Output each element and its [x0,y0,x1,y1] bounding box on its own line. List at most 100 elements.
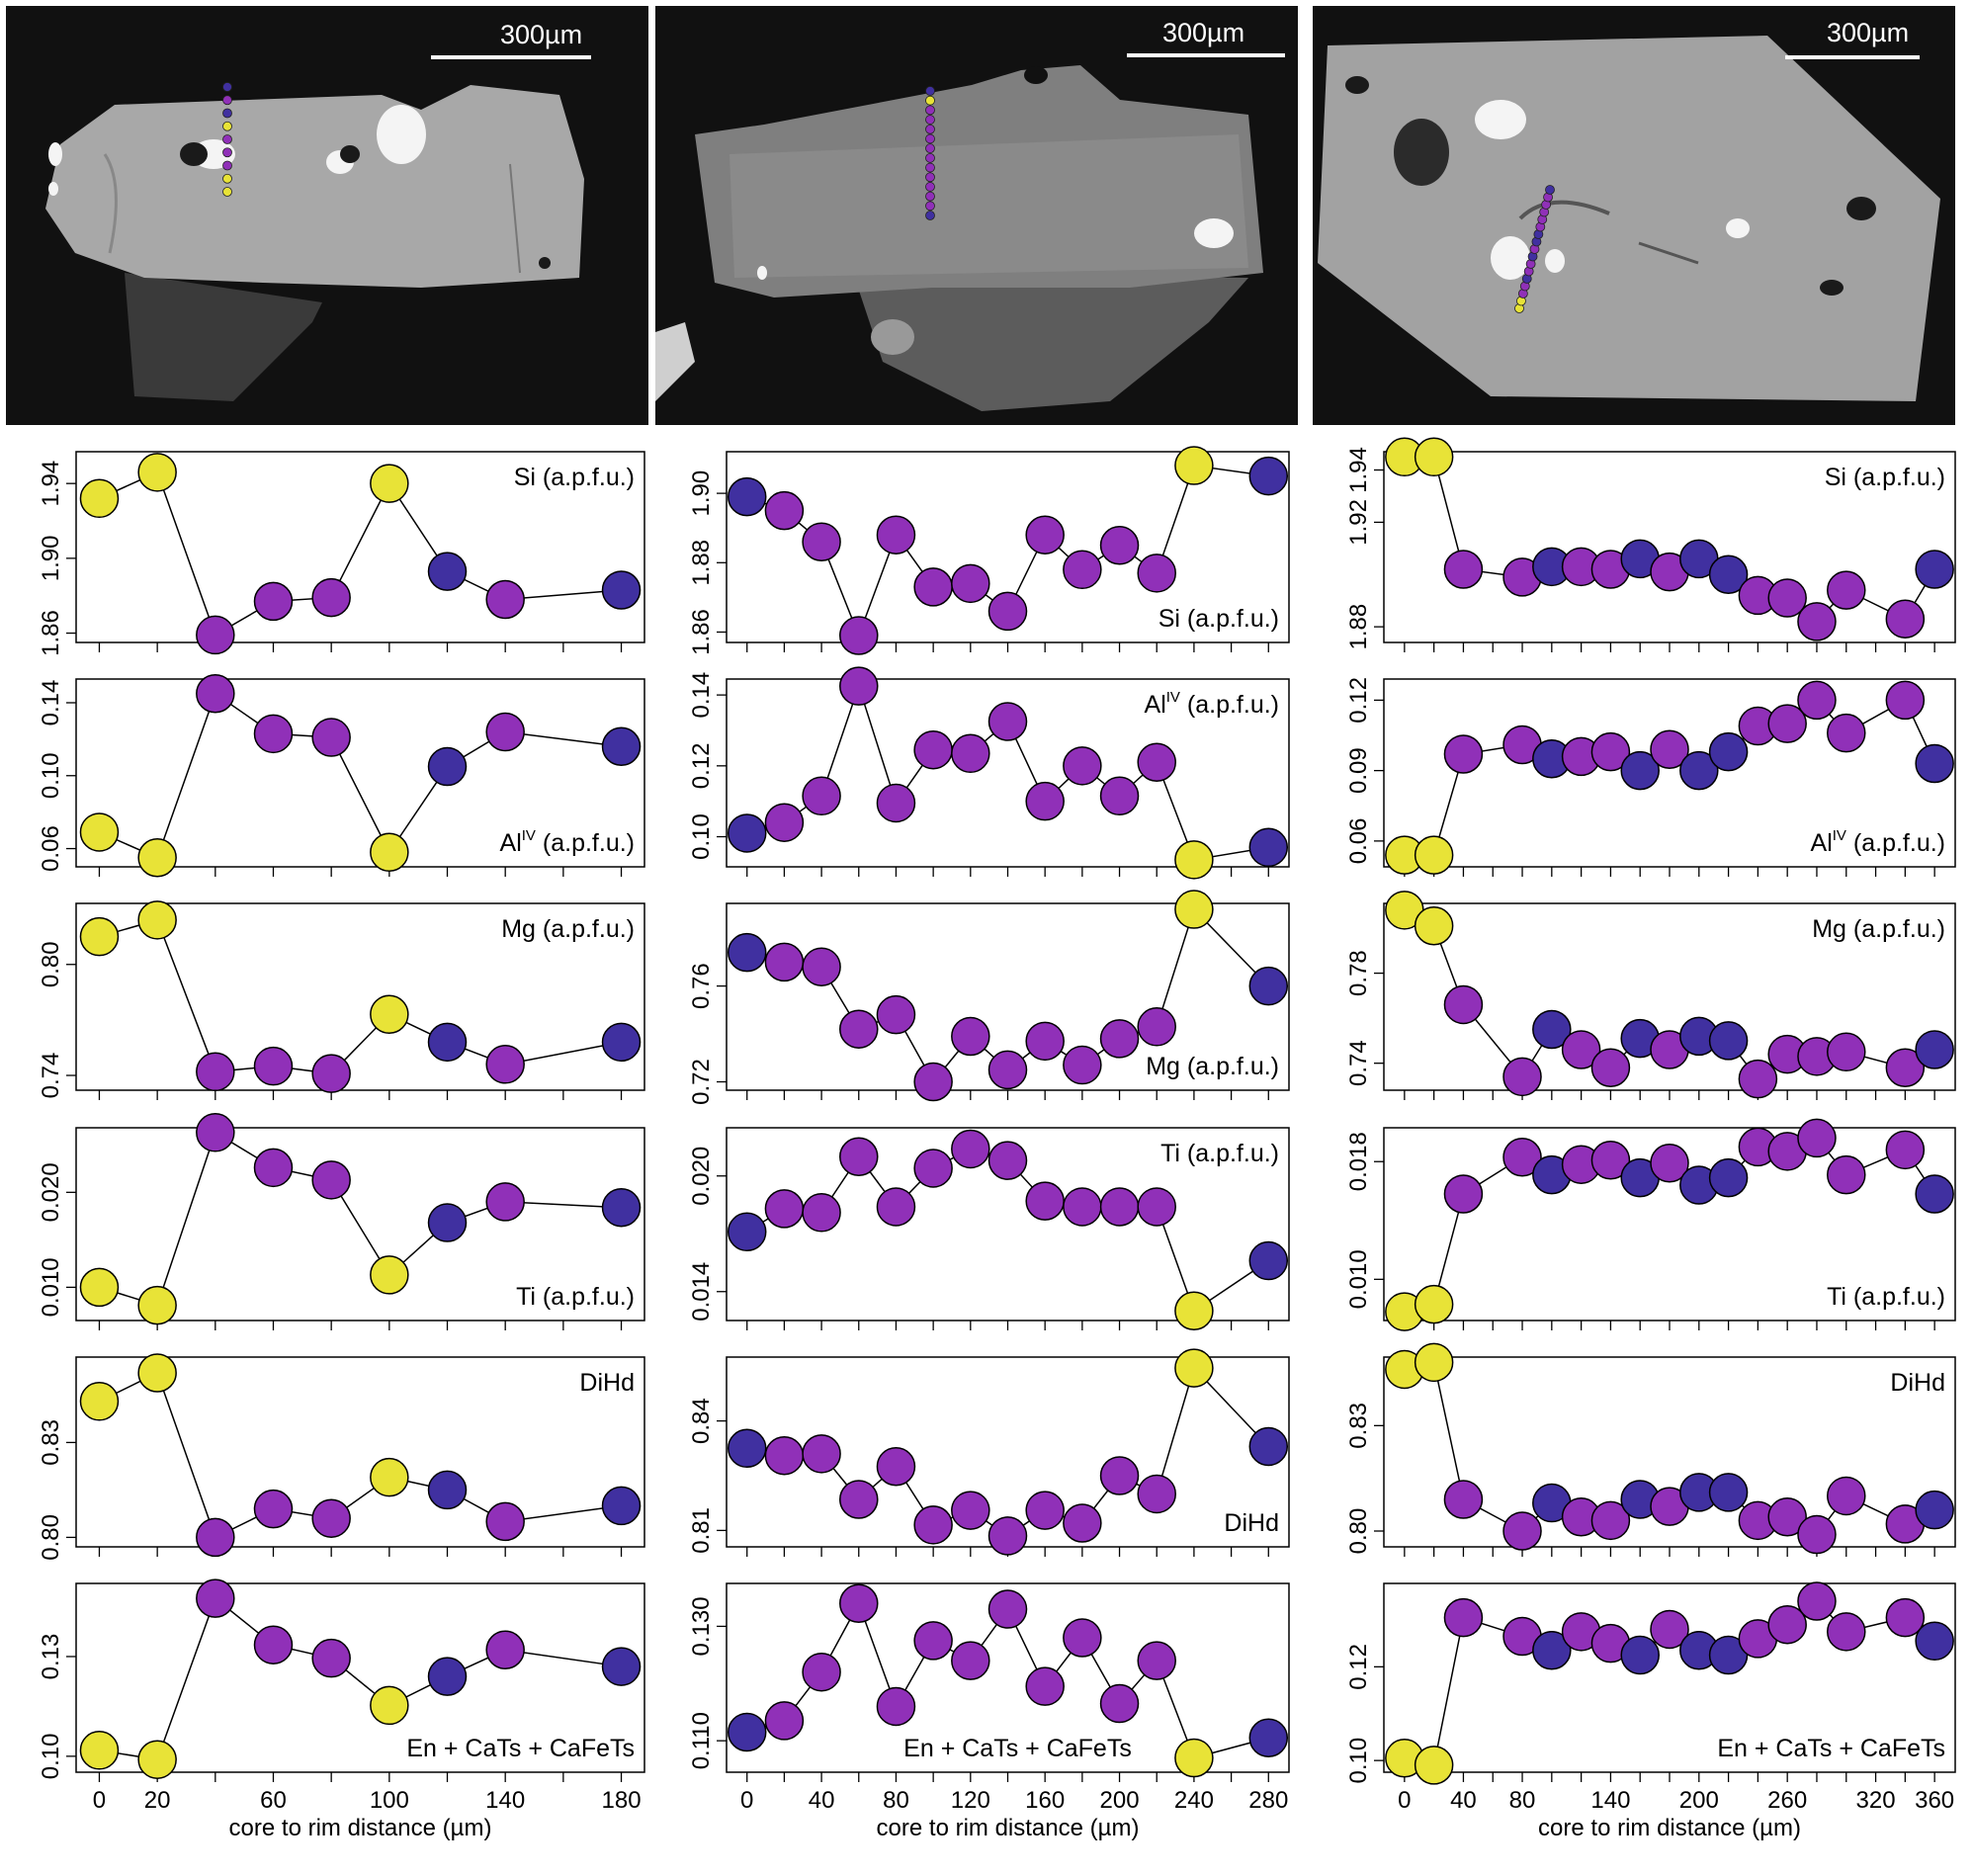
data-point [839,1480,879,1519]
plot-frame [75,1356,645,1548]
data-point [1620,750,1660,791]
data-point [311,577,351,618]
data-point [1708,1473,1749,1512]
data-point [1532,1631,1572,1670]
data-point [987,591,1028,632]
data-point [370,1685,409,1726]
data-point [253,1148,294,1188]
data-point [1797,1118,1837,1158]
y-tick-label: 0.78 [1345,950,1372,996]
data-point [951,733,990,774]
data-point [196,1578,235,1618]
panel-label: DiHd [1890,1369,1945,1397]
panel-label: AlIV (a.p.f.u.) [1145,689,1279,719]
panel-label: DiHd [579,1369,635,1397]
x-tick-label: 0 [93,1787,106,1814]
plot-frame [75,1127,645,1322]
transect-spot [925,124,935,134]
data-point [764,1701,805,1741]
y-tick-label: 0.74 [38,1053,64,1099]
data-point [1099,525,1140,565]
y-tick-label: 1.94 [38,461,64,507]
data-point [427,1657,468,1696]
data-point [839,1583,879,1624]
data-point [427,1022,468,1063]
chart-panel: 0.80 0.83 DiHd [1345,1342,1956,1557]
x-tick-label: 200 [1100,1787,1140,1814]
crystal-3-transect [1514,185,1555,313]
chart-panel: 0.110 0.130 En + CaTs + CaFeTs 0 40 80 120 160 2… [688,1582,1290,1841]
panel-label: Ti (a.p.f.u.) [1827,1283,1945,1311]
panel-label: Mg (a.p.f.u.) [501,915,635,943]
data-point [137,453,177,492]
data-point [196,615,235,655]
data-point [1885,1597,1926,1638]
x-tick-label: 360 [1915,1787,1954,1814]
chart-panel: 1.86 1.88 1.90 Si (a.p.f.u.) [688,446,1290,655]
data-point [1915,1490,1954,1530]
y-tick-label: 0.10 [688,813,715,860]
chart-panel: 0.010 0.018 Ti (a.p.f.u.) [1345,1118,1956,1331]
data-point [601,1486,642,1526]
crystal-1-drawing [45,82,584,401]
data-point [1414,1284,1454,1324]
x-tick-label: 0 [1398,1787,1411,1814]
data-point [1532,1009,1572,1050]
transect-spot [222,95,232,106]
y-tick-label: 0.13 [38,1634,64,1680]
chart-panel: 0.81 0.84 DiHd [688,1348,1290,1557]
data-point [951,1016,990,1057]
data-point [1248,966,1289,1006]
data-point [1827,1612,1866,1652]
data-point [79,1267,120,1308]
data-point [1679,750,1719,791]
transect-spot [1545,185,1555,195]
transect-spot [925,95,935,106]
y-tick-label: 1.86 [38,610,64,656]
y-tick-label: 1.92 [1345,499,1372,546]
data-point [913,729,953,770]
data-point [137,1353,177,1393]
data-point [311,1160,351,1200]
data-point [1502,1511,1542,1551]
y-tick-label: 0.14 [688,672,715,719]
data-point [1174,1738,1214,1778]
data-point [1099,1187,1140,1227]
x-tick-label: 40 [809,1787,835,1814]
data-point [1502,1057,1542,1097]
data-point [1248,1426,1289,1467]
panel-label: Ti (a.p.f.u.) [1160,1140,1279,1167]
y-tick-label: 0.010 [1345,1249,1372,1309]
data-point [1827,1032,1866,1072]
data-point [1885,1048,1926,1087]
x-tick-label: 140 [485,1787,525,1814]
chart-panel: 0.10 0.13 En + CaTs + CaFeTs 0 20 60 100 140 180… [38,1578,645,1841]
transect-spot [925,162,935,173]
x-axis-label: core to rim distance (µm) [877,1815,1140,1841]
data-point [1248,456,1289,496]
transect-spot [925,191,935,202]
data-point [1137,1474,1176,1514]
data-point [727,932,767,973]
x-tick-label: 140 [1590,1787,1630,1814]
y-tick-label: 0.84 [688,1398,715,1444]
chart-panel: 0.010 0.020 Ti (a.p.f.u.) [38,1113,645,1330]
data-point [253,1489,294,1529]
series-line [99,1131,622,1307]
data-point [1767,1604,1807,1645]
panel-label: Mg (a.p.f.u.) [1812,915,1945,943]
data-point [1099,1019,1140,1059]
data-point [1063,550,1102,590]
plot-frame [75,451,645,643]
data-point [987,1050,1028,1090]
crystal-2-drawing [655,65,1263,411]
data-point [485,1045,525,1084]
y-tick-label: 0.014 [688,1262,715,1322]
data-point [876,1447,916,1487]
data-point [253,714,294,754]
transect-spot [222,82,232,92]
data-point [913,1621,953,1661]
data-point [1738,1059,1778,1099]
transect-spot [222,121,232,131]
x-tick-label: 80 [1509,1787,1536,1814]
